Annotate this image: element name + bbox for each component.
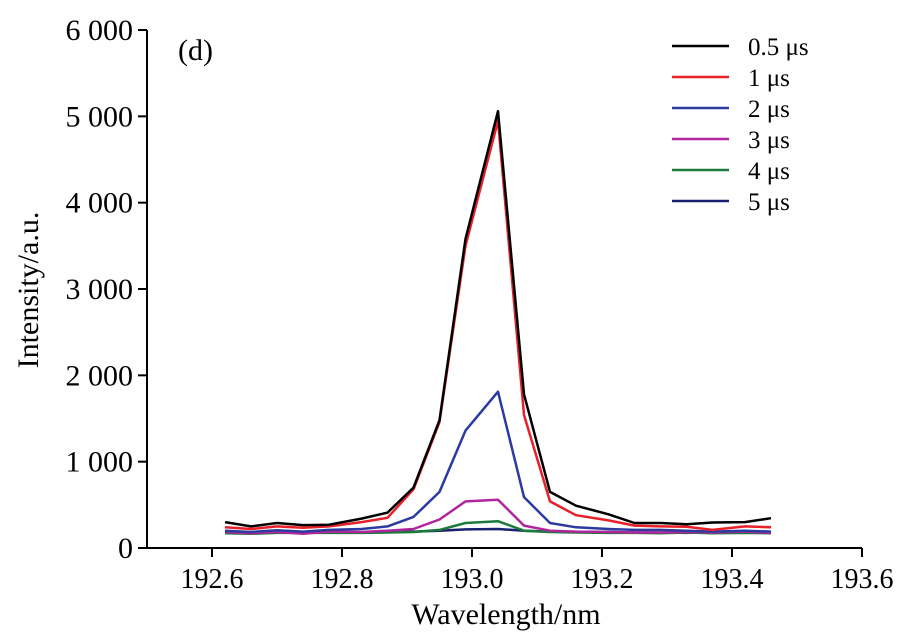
legend-label: 2 μs bbox=[748, 96, 790, 123]
y-tick-label: 0 bbox=[118, 532, 133, 565]
panel-label: (d) bbox=[178, 34, 213, 67]
y-tick-label: 5 000 bbox=[66, 100, 134, 133]
legend: 0.5 μs 1 μs 2 μs 3 μs 4 μs 5 μs bbox=[672, 34, 809, 216]
legend-label: 4 μs bbox=[748, 158, 790, 185]
y-tick-label: 2 000 bbox=[66, 359, 134, 392]
x-tick-label: 193.0 bbox=[441, 564, 504, 595]
series-line bbox=[224, 119, 772, 532]
y-axis-label: Intensity/a.u. bbox=[12, 212, 45, 369]
y-tick-label: 4 000 bbox=[66, 187, 134, 220]
x-tick-label: 193.2 bbox=[571, 564, 634, 595]
x-ticks: 192.6 192.8 193.0 193.2 193.4 193.6 bbox=[181, 548, 894, 595]
y-ticks: 0 1 000 2 000 3 000 4 000 5 000 6 000 bbox=[66, 14, 147, 565]
series-lines bbox=[224, 109, 772, 536]
legend-label: 0.5 μs bbox=[748, 34, 809, 61]
legend-label: 5 μs bbox=[748, 189, 790, 216]
y-tick-label: 6 000 bbox=[66, 14, 134, 47]
x-tick-label: 192.6 bbox=[181, 564, 244, 595]
x-tick-label: 193.6 bbox=[831, 564, 894, 595]
series-line bbox=[224, 390, 772, 534]
y-tick-label: 3 000 bbox=[66, 273, 134, 306]
x-axis-label: Wavelength/nm bbox=[411, 598, 600, 631]
x-tick-label: 193.4 bbox=[701, 564, 764, 595]
series-line bbox=[224, 109, 772, 528]
legend-label: 1 μs bbox=[748, 65, 790, 92]
legend-label: 3 μs bbox=[748, 127, 790, 154]
series-line bbox=[224, 498, 772, 536]
x-tick-label: 192.8 bbox=[311, 564, 374, 595]
y-tick-label: 1 000 bbox=[66, 446, 134, 479]
